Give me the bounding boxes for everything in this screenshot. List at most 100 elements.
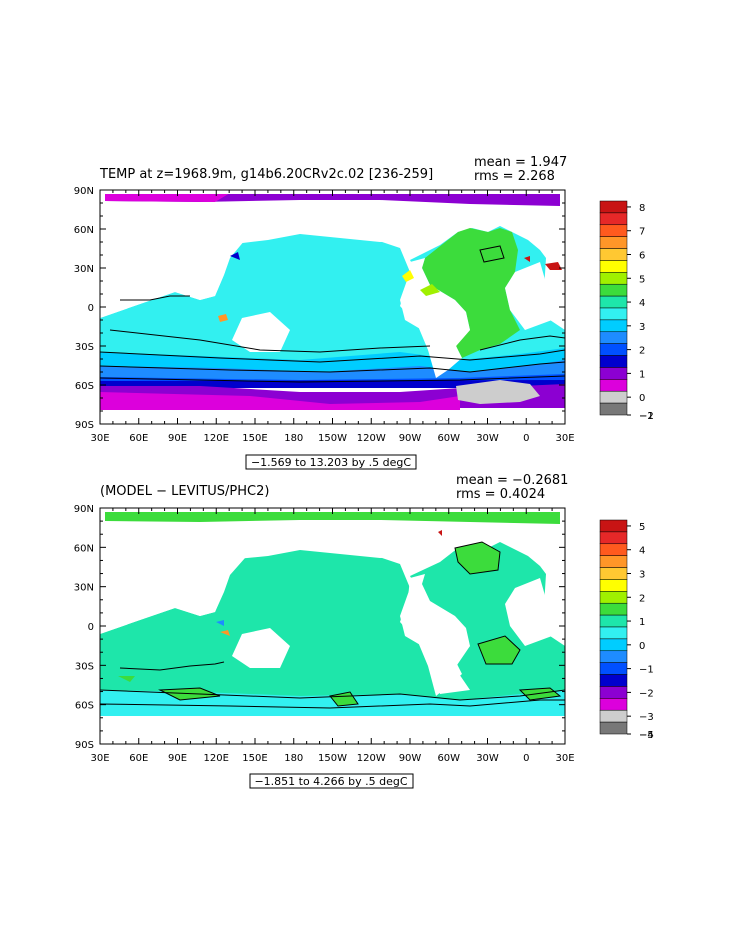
colorbar-label: −2 (639, 688, 654, 699)
colorbar-swatch (599, 519, 628, 533)
panel-1-rms: rms = 2.268 (474, 169, 555, 184)
x-tick-label: 120W (357, 753, 386, 764)
colorbar-label: 6 (639, 251, 645, 262)
x-tick-label: 0 (523, 753, 529, 764)
colorbar-label: 5 (639, 274, 645, 285)
y-tick-label: 60N (74, 543, 94, 554)
colorbar-swatch (599, 686, 628, 699)
colorbar-swatch (599, 638, 628, 652)
y-tick-label: 60S (75, 701, 94, 712)
panel-2-rms: rms = 0.4024 (456, 487, 545, 502)
colorbar-swatch (599, 662, 628, 675)
colorbar-swatch (599, 248, 628, 261)
x-tick-label: 30E (555, 433, 574, 444)
colorbar-label: 4 (639, 298, 645, 309)
y-tick-label: 0 (88, 303, 94, 314)
panel-2-title: (MODEL − LEVITUS/PHC2) (100, 484, 269, 499)
colorbar-swatch (599, 531, 628, 545)
colorbar-swatch (599, 567, 628, 580)
x-tick-label: 120W (357, 433, 386, 444)
y-tick-label: 0 (88, 622, 94, 633)
colorbar-label: −2 (639, 411, 654, 422)
y-tick-label: 90S (75, 740, 94, 751)
colorbar-swatch (599, 283, 628, 297)
colorbar-label: −4 (639, 730, 654, 741)
colorbar-label: −3 (639, 712, 654, 723)
x-tick-label: 90E (168, 753, 187, 764)
colorbar-swatch (599, 200, 628, 214)
panel-2-mean: mean = −0.2681 (456, 473, 568, 488)
colorbar-swatch (599, 272, 628, 285)
x-tick-label: 180 (284, 753, 303, 764)
colorbar-swatch (599, 402, 628, 416)
x-tick-label: 30E (90, 433, 109, 444)
x-tick-label: 90W (399, 433, 422, 444)
panel-1-field (100, 190, 565, 424)
y-tick-label: 30S (75, 661, 94, 672)
colorbar-swatch (599, 212, 628, 226)
colorbar-swatch (599, 602, 628, 616)
colorbar-swatch (599, 355, 628, 368)
panel-1-colorbar: 8 7 6 5 4 3 2 1 0 −1−2 (599, 200, 654, 422)
colorbar-swatch (599, 295, 628, 309)
y-tick-label: 30S (75, 342, 94, 353)
y-tick-label: 90S (75, 420, 94, 431)
colorbar-swatch (599, 379, 628, 392)
x-tick-label: 60W (437, 753, 460, 764)
colorbar-swatch (599, 260, 628, 273)
colorbar-label: 0 (639, 393, 645, 404)
colorbar-label: −1 (639, 411, 654, 422)
x-tick-label: 120E (204, 433, 229, 444)
colorbar-swatch (599, 343, 628, 356)
colorbar-label: 3 (639, 570, 645, 581)
panel-2-field (100, 508, 565, 744)
colorbar-swatch (599, 555, 628, 568)
colorbar-label: 5 (639, 522, 645, 533)
x-tick-label: 180 (284, 433, 303, 444)
colorbar-swatch (599, 674, 628, 687)
panel-1-contour-info: −1.569 to 13.203 by .5 degC (251, 456, 411, 469)
colorbar-swatch (599, 698, 628, 711)
colorbar-swatch (599, 591, 628, 604)
y-tick-label: 30N (74, 583, 94, 594)
colorbar-label: 8 (639, 203, 645, 214)
colorbar-label: 7 (639, 227, 645, 238)
x-tick-label: 90E (168, 433, 187, 444)
colorbar-swatch (599, 626, 628, 640)
x-tick-label: 30E (555, 753, 574, 764)
x-tick-label: 30E (90, 753, 109, 764)
colorbar-swatch (599, 319, 628, 333)
y-tick-label: 60N (74, 225, 94, 236)
colorbar-swatch (599, 236, 628, 249)
x-tick-label: 60E (129, 753, 148, 764)
y-tick-label: 30N (74, 264, 94, 275)
panel-1-mean: mean = 1.947 (474, 155, 567, 170)
panel-2-contour-info: −1.851 to 4.266 by .5 degC (254, 775, 407, 788)
x-tick-label: 60W (437, 433, 460, 444)
colorbar-swatch (599, 543, 628, 556)
panel-2: (MODEL − LEVITUS/PHC2) mean = −0.2681 rm… (74, 473, 654, 789)
colorbar-swatch (599, 579, 628, 592)
x-tick-label: 0 (523, 433, 529, 444)
colorbar-swatch (599, 224, 628, 237)
x-tick-label: 150E (242, 753, 267, 764)
colorbar-swatch (599, 721, 628, 735)
colorbar-label: 1 (639, 617, 645, 628)
x-tick-label: 30W (476, 433, 499, 444)
colorbar-label: 1 (639, 369, 645, 380)
panel-1-title: TEMP at z=1968.9m, g14b6.20CRv2c.02 [236… (99, 167, 433, 182)
colorbar-label: −1 (639, 665, 654, 676)
panel-1: TEMP at z=1968.9m, g14b6.20CRv2c.02 [236… (74, 155, 654, 470)
y-tick-label: 90N (74, 186, 94, 197)
colorbar-swatch (599, 307, 628, 321)
colorbar-label: 0 (639, 641, 645, 652)
x-tick-label: 150W (318, 753, 347, 764)
panel-2-ticks: 30E 60E 90E 120E 150E 180 150W 120W 90W 60W 30W 0 30… (74, 504, 575, 764)
panel-1-ticks: 30E 60E 90E 120E 150E 180 150W 120W 90W 60W 30W 0 30… (74, 186, 575, 444)
x-tick-label: 90W (399, 753, 422, 764)
y-tick-label: 60S (75, 381, 94, 392)
colorbar-swatch (599, 390, 628, 404)
colorbar-swatch (599, 367, 628, 380)
colorbar-label: 2 (639, 346, 645, 357)
